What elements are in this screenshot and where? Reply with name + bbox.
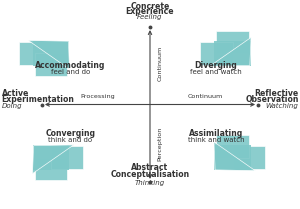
Polygon shape (200, 42, 232, 65)
Text: Conceptualisation: Conceptualisation (110, 170, 190, 179)
Text: Converging: Converging (46, 129, 95, 138)
Text: Doing: Doing (2, 103, 22, 109)
Text: Experience: Experience (126, 7, 174, 16)
Text: Accommodating: Accommodating (35, 61, 106, 70)
Text: Continuum: Continuum (158, 46, 163, 81)
Polygon shape (216, 31, 249, 53)
Text: Thinking: Thinking (135, 180, 165, 186)
Text: Concrete: Concrete (130, 2, 170, 11)
Polygon shape (33, 41, 69, 66)
Text: Assimilating: Assimilating (189, 129, 243, 138)
Text: Continuum: Continuum (188, 94, 223, 99)
Polygon shape (51, 146, 83, 169)
Text: think and watch: think and watch (188, 137, 244, 143)
Polygon shape (33, 145, 69, 170)
Polygon shape (34, 53, 68, 76)
Polygon shape (28, 40, 70, 69)
Text: feel and watch: feel and watch (190, 69, 242, 75)
Text: Diverging: Diverging (195, 61, 237, 70)
Text: Active: Active (2, 88, 29, 98)
Polygon shape (214, 142, 255, 171)
Polygon shape (214, 145, 250, 170)
Polygon shape (232, 146, 265, 169)
Text: Watching: Watching (266, 103, 298, 109)
Text: Feeling: Feeling (137, 14, 163, 20)
Polygon shape (34, 158, 68, 180)
Polygon shape (216, 135, 249, 158)
Text: Experimentation: Experimentation (2, 95, 74, 104)
Text: think and do: think and do (48, 137, 93, 143)
Polygon shape (214, 41, 250, 66)
Polygon shape (19, 42, 51, 65)
Text: Abstract: Abstract (131, 163, 169, 172)
Text: Observation: Observation (245, 95, 298, 104)
Text: feel and do: feel and do (51, 69, 90, 75)
Text: Perception: Perception (158, 127, 163, 161)
Text: Reflective: Reflective (254, 88, 298, 98)
Polygon shape (210, 37, 251, 66)
Text: Processing: Processing (80, 94, 115, 99)
Polygon shape (32, 145, 74, 174)
